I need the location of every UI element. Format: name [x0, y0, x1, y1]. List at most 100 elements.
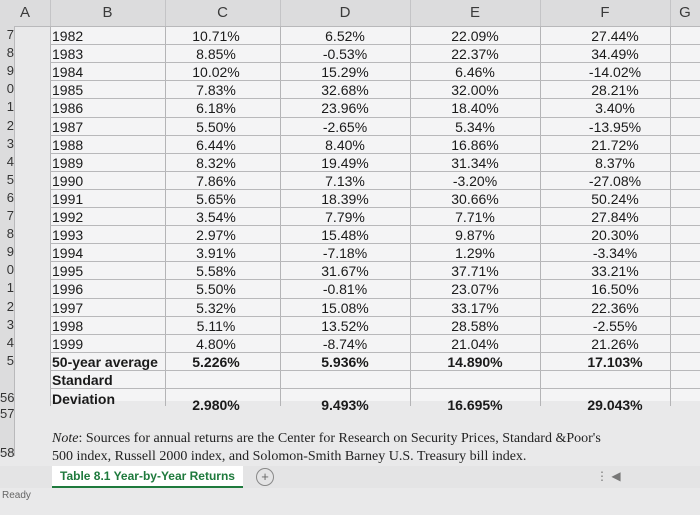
cell-c[interactable]: 2.97%: [196, 227, 236, 244]
row-number[interactable]: 56: [0, 390, 15, 405]
cell-d[interactable]: 15.29%: [321, 64, 369, 81]
cell-b[interactable]: 1991: [52, 190, 84, 207]
sheet-scroll-icon[interactable]: ⋮ ◀: [596, 469, 621, 483]
cell-b[interactable]: 1989: [52, 154, 84, 171]
cell-f[interactable]: -13.95%: [588, 118, 642, 135]
cell-f[interactable]: 20.30%: [591, 227, 639, 244]
row-number[interactable]: 5: [6, 171, 14, 187]
cell-e[interactable]: 32.00%: [451, 82, 499, 99]
cell-c[interactable]: 5.50%: [196, 281, 236, 298]
cell-c[interactable]: 5.32%: [196, 299, 236, 316]
cell-e[interactable]: 6.46%: [455, 64, 495, 81]
cell-f[interactable]: 21.26%: [591, 335, 639, 352]
cell-f[interactable]: 28.21%: [591, 82, 639, 99]
stdev-c[interactable]: 2.980%: [192, 397, 240, 413]
cell-b[interactable]: 1993: [52, 227, 84, 244]
column-header-b[interactable]: B: [50, 0, 166, 26]
cell-c[interactable]: 6.44%: [196, 136, 236, 153]
row-number[interactable]: 6: [6, 189, 14, 205]
cell-d[interactable]: -0.81%: [322, 281, 368, 298]
row-number[interactable]: 0: [6, 262, 14, 278]
sheet-tab[interactable]: Table 8.1 Year-by-Year Returns: [52, 466, 243, 488]
cell-d[interactable]: -0.53%: [322, 46, 368, 63]
row-number[interactable]: 1: [6, 280, 14, 296]
cell-d[interactable]: 8.40%: [325, 136, 365, 153]
cell-b[interactable]: 1996: [52, 281, 84, 298]
cell-d[interactable]: 18.39%: [321, 190, 369, 207]
cell-f[interactable]: 50.24%: [591, 190, 639, 207]
cell-d[interactable]: 6.52%: [325, 28, 365, 44]
cell-f[interactable]: -3.34%: [592, 245, 638, 262]
cell-e[interactable]: 33.17%: [451, 299, 499, 316]
cell-b[interactable]: 1999: [52, 335, 84, 352]
cell-d[interactable]: 23.96%: [321, 100, 369, 117]
cell-e[interactable]: 22.37%: [451, 46, 499, 63]
cell-d[interactable]: -8.74%: [322, 335, 368, 352]
add-sheet-icon[interactable]: +: [256, 468, 274, 486]
cell-b[interactable]: 1987: [52, 118, 84, 135]
row-number[interactable]: 58: [0, 445, 15, 460]
cell-f[interactable]: 34.49%: [591, 46, 639, 63]
cell-d[interactable]: 7.13%: [325, 172, 365, 189]
cell-c[interactable]: 5.58%: [196, 263, 236, 280]
cell-c[interactable]: 5.50%: [196, 118, 236, 135]
cell-b[interactable]: 1995: [52, 263, 84, 280]
average-d[interactable]: 5.936%: [321, 354, 369, 370]
cell-c[interactable]: 5.65%: [196, 190, 236, 207]
cell-d[interactable]: 13.52%: [321, 317, 369, 334]
cell-f[interactable]: 22.36%: [591, 299, 639, 316]
stdev-d[interactable]: 9.493%: [321, 397, 369, 413]
cell-d[interactable]: 15.48%: [321, 227, 369, 244]
cell-c[interactable]: 7.83%: [196, 82, 236, 99]
stdev-e[interactable]: 16.695%: [447, 397, 503, 413]
cell-f[interactable]: -27.08%: [588, 172, 642, 189]
cell-b[interactable]: 1985: [52, 82, 84, 99]
row-number[interactable]: 7: [6, 208, 14, 223]
stdev-label-2[interactable]: Deviation: [52, 391, 116, 407]
cell-f[interactable]: 33.21%: [591, 263, 639, 280]
cell-e[interactable]: 23.07%: [451, 281, 499, 298]
cell-e[interactable]: 28.58%: [451, 317, 499, 334]
cell-b[interactable]: 1998: [52, 317, 84, 334]
cell-d[interactable]: 7.79%: [325, 209, 365, 225]
column-header-g[interactable]: G: [679, 4, 691, 21]
cell-e[interactable]: 5.34%: [455, 118, 495, 135]
average-c[interactable]: 5.226%: [192, 354, 240, 370]
cell-e[interactable]: 37.71%: [451, 263, 499, 280]
cell-c[interactable]: 10.71%: [192, 28, 240, 44]
cell-f[interactable]: 21.72%: [591, 136, 639, 153]
cell-f[interactable]: 16.50%: [591, 281, 639, 298]
cell-e[interactable]: 31.34%: [451, 154, 499, 171]
cell-b[interactable]: 1994: [52, 245, 84, 262]
cell-b[interactable]: 1992: [52, 209, 84, 225]
cell-b[interactable]: 1988: [52, 136, 84, 153]
cell-f[interactable]: 8.37%: [595, 154, 635, 171]
cell-b[interactable]: 1984: [52, 64, 84, 81]
cell-e[interactable]: 7.71%: [455, 209, 495, 225]
column-header-e[interactable]: E: [410, 0, 541, 26]
cell-b[interactable]: 1997: [52, 299, 84, 316]
stdev-label-1[interactable]: Standard: [52, 372, 113, 388]
cell-d[interactable]: -7.18%: [322, 245, 368, 262]
row-number[interactable]: 3: [6, 135, 14, 151]
cell-f[interactable]: -14.02%: [588, 64, 642, 81]
cell-c[interactable]: 5.11%: [196, 317, 236, 334]
row-number[interactable]: 0: [6, 81, 14, 97]
row-number[interactable]: 8: [6, 226, 14, 242]
row-number[interactable]: 8: [6, 45, 14, 61]
row-number[interactable]: 9: [6, 244, 14, 260]
row-number[interactable]: 9: [6, 63, 14, 79]
cell-b[interactable]: 1983: [52, 46, 84, 63]
cell-c[interactable]: 4.80%: [196, 335, 236, 352]
row-number[interactable]: 1: [6, 99, 14, 115]
average-f[interactable]: 17.103%: [587, 354, 643, 370]
cell-grid[interactable]: [50, 26, 700, 401]
cell-e[interactable]: 22.09%: [451, 28, 499, 44]
cell-c[interactable]: 3.54%: [196, 209, 236, 225]
stdev-f[interactable]: 29.043%: [587, 397, 643, 413]
cell-c[interactable]: 8.32%: [196, 154, 236, 171]
column-header-a[interactable]: A: [0, 0, 51, 26]
cell-c[interactable]: 6.18%: [196, 100, 236, 117]
cell-d[interactable]: 32.68%: [321, 82, 369, 99]
cell-f[interactable]: -2.55%: [592, 317, 638, 334]
